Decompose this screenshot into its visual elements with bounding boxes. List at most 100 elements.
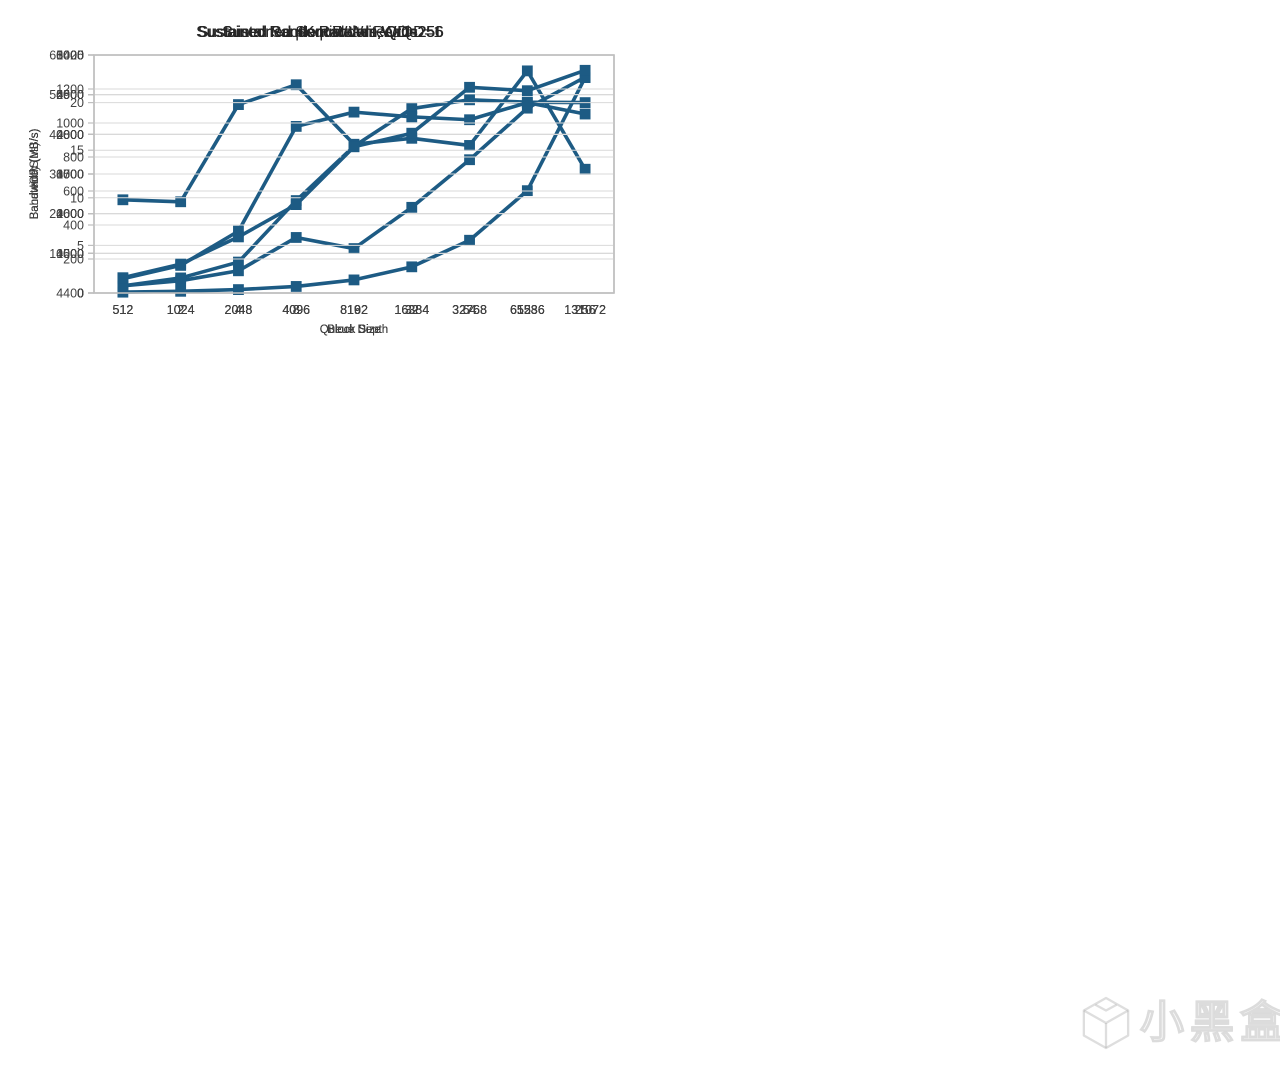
y-tick-label: 40000 (49, 128, 84, 142)
x-tick-label: 16384 (394, 303, 429, 317)
x-tick-label: 1024 (167, 303, 195, 317)
data-point (521, 65, 533, 77)
y-tick-label: 4500 (56, 247, 84, 261)
data-line (121, 68, 587, 280)
watermark-text: 小黑盒 (1139, 998, 1280, 1047)
x-tick-label: 512 (112, 303, 133, 317)
x-tick-label: 131072 (564, 303, 606, 317)
data-point (117, 194, 129, 206)
x-tick-label: 128 (517, 303, 538, 317)
data-point (348, 243, 360, 254)
y-tick-label: 2000 (56, 128, 84, 142)
x-tick-label: 65536 (510, 303, 545, 317)
y-tick-label: 3000 (56, 168, 84, 182)
y-tick-label: 1000 (56, 117, 84, 131)
x-tick-label: 256 (575, 303, 596, 317)
data-point (579, 108, 591, 120)
y-tick-label: 10 (70, 191, 84, 205)
y-tick-label: 5 (77, 239, 84, 253)
data-point (117, 286, 129, 298)
y-axis-label: Bandwidth (MB/s) (29, 128, 41, 219)
x-tick-label: 8 (293, 303, 300, 317)
x-tick-label: 1 (119, 303, 126, 317)
x-tick-label: 32 (405, 303, 419, 317)
y-tick-label: 400 (63, 219, 84, 233)
y-tick-label: 0 (77, 287, 84, 301)
data-point (175, 285, 187, 297)
data-point (233, 225, 244, 237)
chart-title: Sustained Random Writes, QD=256 (197, 24, 444, 41)
y-tick-label: 2000 (56, 207, 84, 221)
data-point (579, 163, 591, 175)
x-axis-label: Block Size (327, 324, 381, 336)
data-point (175, 196, 187, 208)
chart-title: Sustained Sequential Reads (222, 24, 418, 41)
x-tick-label: 65536 (510, 303, 545, 317)
y-tick-label: 60000 (49, 49, 84, 63)
x-tick-label: 128 (517, 303, 538, 317)
y-tick-label: 25 (70, 49, 84, 63)
x-tick-label: 2048 (225, 303, 253, 317)
data-point (464, 234, 475, 246)
y-tick-label: 30000 (49, 168, 84, 182)
y-axis-label: Bandwidth (MB/s) (29, 128, 41, 219)
y-tick-label: 1500 (56, 168, 84, 182)
data-point (117, 272, 129, 284)
y-tick-label: 4400 (56, 287, 84, 301)
x-tick-label: 256 (575, 303, 596, 317)
y-tick-label: 200 (63, 253, 84, 267)
data-point (406, 127, 418, 139)
y-tick-label: 1400 (56, 49, 84, 63)
y-tick-label: 3000 (56, 49, 84, 63)
y-axis-label: Latency (us) (29, 142, 41, 205)
data-point (233, 265, 244, 277)
data-point (233, 256, 244, 268)
x-tick-label: 4096 (282, 303, 310, 317)
watermark: 小黑盒 (1080, 994, 1280, 1052)
data-point (290, 121, 302, 132)
x-tick-label: 4 (235, 303, 242, 317)
data-point (290, 79, 302, 91)
x-tick-label: 64 (463, 303, 477, 317)
y-tick-label: 50000 (49, 88, 84, 102)
y-tick-label: 10000 (49, 247, 84, 261)
x-tick-label: 1 (119, 303, 126, 317)
x-tick-label: 4096 (282, 303, 310, 317)
data-point (521, 85, 533, 97)
x-tick-label: 8 (293, 303, 300, 317)
x-tick-label: 64 (463, 303, 477, 317)
y-tick-label: 1000 (56, 247, 84, 261)
x-tick-label: 1024 (167, 303, 195, 317)
x-tick-label: 2048 (225, 303, 253, 317)
x-tick-label: 32768 (452, 303, 487, 317)
x-tick-label: 32768 (452, 303, 487, 317)
data-point (464, 114, 475, 126)
y-tick-label: 0 (77, 287, 84, 301)
x-tick-label: 16384 (394, 303, 429, 317)
y-tick-label: 1200 (56, 83, 84, 97)
y-tick-label: 0 (77, 287, 84, 301)
x-tick-label: 32768 (452, 303, 487, 317)
y-tick-label: 4600 (56, 207, 84, 221)
x-tick-label: 512 (112, 303, 133, 317)
x-tick-label: 4096 (282, 303, 310, 317)
y-tick-label: 6000 (56, 49, 84, 63)
y-tick-label: 5000 (56, 88, 84, 102)
y-tick-label: 1000 (56, 207, 84, 221)
x-axis-label: Block Size (327, 324, 381, 336)
data-point (579, 71, 591, 83)
x-tick-label: 131072 (564, 303, 606, 317)
x-tick-label: 2048 (225, 303, 253, 317)
x-tick-label: 1024 (167, 303, 195, 317)
x-tick-label: 512 (112, 303, 133, 317)
x-tick-label: 4096 (282, 303, 310, 317)
data-point (233, 231, 244, 243)
x-tick-label: 4 (235, 303, 242, 317)
chart-title: Sustained 4K Random Write (222, 24, 417, 41)
y-tick-label: 20 (70, 96, 84, 110)
data-point (579, 64, 591, 76)
y-tick-label: 4000 (56, 128, 84, 142)
y-tick-label: 2500 (56, 88, 84, 102)
